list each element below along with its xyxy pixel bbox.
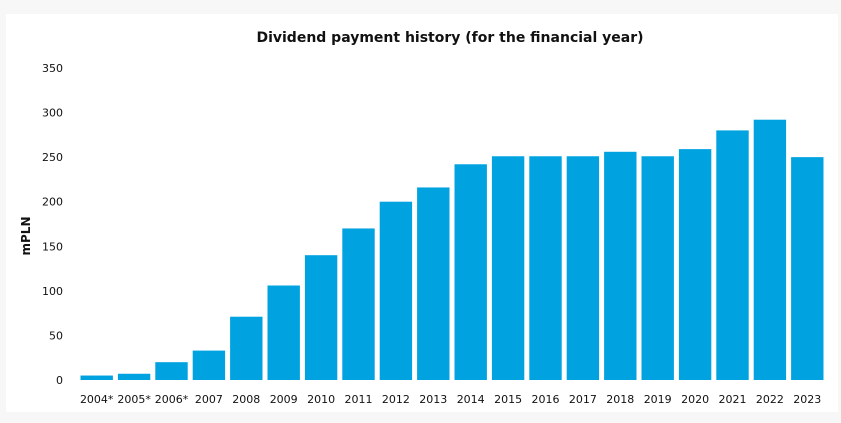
bar-2019[interactable] (641, 156, 674, 380)
x-tick-label: 2019 (644, 393, 672, 406)
chart-title: Dividend payment history (for the financ… (256, 30, 643, 46)
x-tick-label: 2010 (307, 393, 335, 406)
x-tick-label: 2013 (419, 393, 447, 406)
bar-2020[interactable] (678, 149, 712, 380)
y-tick-label: 150 (42, 240, 63, 253)
bar-2010[interactable] (304, 255, 338, 380)
bar-2014[interactable] (454, 164, 487, 380)
bar-2009[interactable] (267, 285, 300, 380)
bar-2017[interactable] (566, 156, 600, 380)
x-tick-label: 2011 (345, 393, 373, 406)
bar-2005[interactable] (117, 373, 151, 380)
bar-2004[interactable] (80, 375, 113, 380)
bar-2006[interactable] (155, 362, 188, 380)
y-tick-label: 100 (42, 285, 63, 298)
y-tick-label: 250 (42, 151, 63, 164)
chart-card: Dividend payment history (for the financ… (6, 14, 838, 412)
bar-2023[interactable] (791, 157, 824, 380)
bar-2022[interactable] (753, 119, 787, 381)
bars-group (80, 119, 824, 381)
x-tick-label: 2017 (569, 393, 597, 406)
x-tick-label: 2018 (606, 393, 634, 406)
x-tick-label: 2005* (117, 393, 151, 406)
bar-2007[interactable] (192, 350, 226, 380)
y-tick-label: 200 (42, 196, 63, 209)
x-axis-ticks: 2004* 2005* 2006* 2007 2008 2009 2010 2011 2012 2… (80, 393, 821, 406)
y-tick-label: 300 (42, 107, 63, 120)
y-tick-label: 0 (56, 374, 63, 387)
bar-2008[interactable] (230, 316, 263, 380)
x-tick-label: 2008 (232, 393, 260, 406)
x-tick-label: 2016 (532, 393, 560, 406)
x-tick-label: 2009 (270, 393, 298, 406)
x-tick-label: 2021 (719, 393, 747, 406)
x-tick-label: 2015 (494, 393, 522, 406)
x-tick-label: 2014 (457, 393, 485, 406)
x-tick-label: 2007 (195, 393, 223, 406)
y-tick-label: 50 (49, 329, 63, 342)
y-axis-label: mPLN (19, 217, 33, 256)
bar-2012[interactable] (379, 201, 413, 380)
x-tick-label: 2023 (793, 393, 821, 406)
bar-2015[interactable] (491, 156, 525, 380)
bar-2016[interactable] (529, 156, 562, 380)
bar-2013[interactable] (417, 187, 450, 380)
x-tick-label: 2020 (681, 393, 709, 406)
bar-2011[interactable] (342, 228, 375, 380)
x-tick-label: 2022 (756, 393, 784, 406)
x-tick-label: 2006* (155, 393, 189, 406)
x-tick-label: 2004* (80, 393, 114, 406)
y-tick-label: 350 (42, 62, 63, 75)
y-axis-ticks: 0 50 100 150 200 250 300 350 (42, 62, 63, 387)
bar-2018[interactable] (604, 151, 637, 380)
bar-chart: Dividend payment history (for the financ… (19, 30, 824, 406)
bar-2021[interactable] (716, 130, 749, 380)
x-tick-label: 2012 (382, 393, 410, 406)
